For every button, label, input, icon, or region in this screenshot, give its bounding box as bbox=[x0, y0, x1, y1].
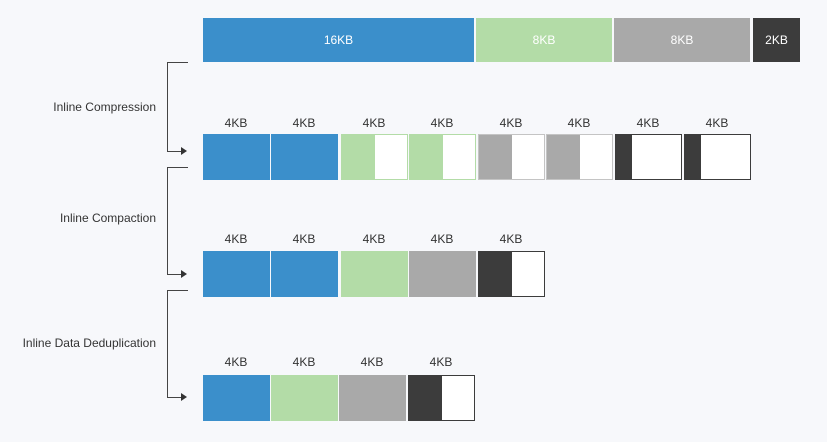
bracket-compaction bbox=[167, 167, 188, 275]
row1-fill bbox=[342, 135, 375, 179]
segment-8kb-gray-label: 8KB bbox=[670, 33, 694, 47]
row3-label: 4KB bbox=[429, 355, 453, 369]
segment-2kb: 2KB bbox=[753, 18, 800, 62]
row2-label: 4KB bbox=[499, 232, 523, 246]
stage-label-compression: Inline Compression bbox=[53, 100, 156, 114]
row1-block-dark-quarter bbox=[684, 134, 751, 180]
stage-label-deduplication: Inline Data Deduplication bbox=[22, 336, 156, 350]
row2-label: 4KB bbox=[430, 232, 454, 246]
row1-label: 4KB bbox=[362, 116, 386, 130]
row2-block-blue bbox=[203, 251, 270, 297]
row1-label: 4KB bbox=[430, 116, 454, 130]
row3-fill bbox=[409, 376, 442, 420]
stage-label-compaction: Inline Compaction bbox=[59, 211, 156, 225]
row1-label: 4KB bbox=[292, 116, 316, 130]
row2-block-blue bbox=[271, 251, 338, 297]
row2-block-gray bbox=[409, 251, 476, 297]
row1-block-gray-half bbox=[546, 134, 613, 180]
bracket-compression bbox=[167, 62, 188, 152]
segment-8kb-green: 8KB bbox=[476, 18, 612, 62]
row3-label: 4KB bbox=[292, 355, 316, 369]
row1-label: 4KB bbox=[224, 116, 248, 130]
row1-label: 4KB bbox=[499, 116, 523, 130]
row1-block-dark-quarter bbox=[615, 134, 682, 180]
row2-block-dark-half bbox=[478, 251, 545, 297]
row1-fill bbox=[547, 135, 580, 179]
row1-fill bbox=[479, 135, 512, 179]
segment-8kb-green-label: 8KB bbox=[532, 33, 556, 47]
row2-label: 4KB bbox=[362, 232, 386, 246]
arrow-line-compaction bbox=[167, 274, 181, 275]
segment-8kb-gray: 8KB bbox=[614, 18, 750, 62]
arrow-deduplication-icon bbox=[181, 393, 187, 401]
arrow-line-compression bbox=[167, 151, 181, 152]
row3-block-dark-half bbox=[408, 375, 475, 421]
row1-fill bbox=[685, 135, 701, 179]
row1-block-blue bbox=[203, 134, 270, 180]
row2-fill bbox=[479, 252, 512, 296]
row2-label: 4KB bbox=[292, 232, 316, 246]
row1-label: 4KB bbox=[567, 116, 591, 130]
bracket-deduplication bbox=[167, 290, 188, 398]
row2-block-green bbox=[341, 251, 408, 297]
row3-label: 4KB bbox=[224, 355, 248, 369]
row1-fill bbox=[410, 135, 443, 179]
row1-label: 4KB bbox=[636, 116, 660, 130]
segment-16kb-label: 16KB bbox=[323, 33, 354, 47]
row1-block-green-half bbox=[341, 134, 408, 180]
row3-block-green bbox=[271, 375, 338, 421]
row2-label: 4KB bbox=[224, 232, 248, 246]
arrow-compaction-icon bbox=[181, 270, 187, 278]
arrow-compression-icon bbox=[181, 147, 187, 155]
arrow-line-deduplication bbox=[167, 397, 181, 398]
row1-block-blue bbox=[271, 134, 338, 180]
row1-block-gray-half bbox=[478, 134, 545, 180]
row1-block-green-half bbox=[409, 134, 476, 180]
row3-label: 4KB bbox=[360, 355, 384, 369]
row1-fill bbox=[616, 135, 632, 179]
row1-label: 4KB bbox=[705, 116, 729, 130]
segment-2kb-label: 2KB bbox=[765, 33, 788, 47]
row3-block-gray bbox=[339, 375, 406, 421]
segment-16kb: 16KB bbox=[203, 18, 474, 62]
row3-block-blue bbox=[203, 375, 270, 421]
